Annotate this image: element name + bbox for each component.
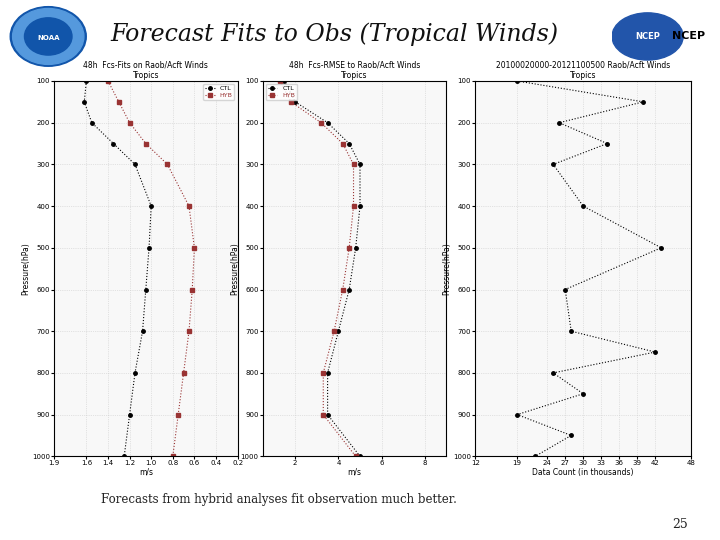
Text: Forecast Fits to Obs (Tropical Winds): Forecast Fits to Obs (Tropical Winds) [111,22,559,45]
HYB [114,99,123,105]
Line: CTL: CTL [283,79,361,458]
CTL [345,140,354,147]
Legend: CTL, HYB: CTL, HYB [266,84,297,100]
Legend: CTL, HYB: CTL, HYB [204,84,235,100]
Text: NCEP: NCEP [635,32,660,41]
CTL [323,370,332,376]
HYB [190,245,199,251]
HYB [185,328,194,334]
CTL [345,286,354,293]
Circle shape [612,13,683,60]
HYB [349,161,358,167]
X-axis label: m/s: m/s [139,468,153,477]
HYB [168,453,177,460]
HYB [338,286,347,293]
CTL [145,245,153,251]
Y-axis label: Pressure(hPa): Pressure(hPa) [230,242,239,295]
HYB [276,78,284,84]
CTL [88,119,96,126]
HYB [317,119,325,126]
HYB [319,370,328,376]
CTL [334,328,343,334]
HYB [349,203,358,210]
Y-axis label: Pressure(hPa): Pressure(hPa) [443,242,451,295]
CTL [280,78,289,84]
HYB [188,286,197,293]
X-axis label: m/s: m/s [348,468,361,477]
CTL [356,161,364,167]
Text: 25: 25 [672,518,688,531]
HYB [163,161,172,167]
CTL [356,453,364,460]
HYB [330,328,338,334]
Text: NOAA: NOAA [37,35,60,40]
Y-axis label: Pressure(hPa): Pressure(hPa) [22,242,30,295]
HYB [174,411,183,418]
Line: HYB: HYB [107,79,196,458]
Circle shape [24,18,72,55]
Circle shape [10,6,86,66]
CTL [147,203,156,210]
HYB [104,78,112,84]
HYB [125,119,134,126]
CTL [323,119,332,126]
CTL [109,140,118,147]
CTL [80,99,89,105]
Circle shape [13,9,84,64]
Title: 48h  Fcs-Fits on Raob/Acft Winds
Tropics: 48h Fcs-Fits on Raob/Acft Winds Tropics [84,61,208,80]
CTL [120,453,129,460]
HYB [141,140,150,147]
HYB [287,99,295,105]
HYB [345,245,354,251]
Title: 20100020000-20121100500 Raob/Acft Winds
Tropics: 20100020000-20121100500 Raob/Acft Winds … [496,61,670,80]
CTL [141,286,150,293]
HYB [185,203,194,210]
HYB [179,370,188,376]
Line: CTL: CTL [83,79,153,458]
X-axis label: Data Count (in thousands): Data Count (in thousands) [533,468,634,477]
HYB [319,411,328,418]
Text: NCEP: NCEP [672,31,706,42]
Title: 48h  Fcs-RMSE to Raob/Acft Winds
Tropics: 48h Fcs-RMSE to Raob/Acft Winds Tropics [289,61,420,80]
CTL [82,78,91,84]
CTL [125,411,134,418]
Text: Forecasts from hybrid analyses fit observation much better.: Forecasts from hybrid analyses fit obser… [101,493,456,506]
CTL [131,161,140,167]
CTL [131,370,140,376]
CTL [138,328,147,334]
CTL [356,203,364,210]
Line: HYB: HYB [279,79,357,458]
CTL [323,411,332,418]
CTL [291,99,300,105]
HYB [338,140,347,147]
CTL [351,245,360,251]
HYB [351,453,360,460]
